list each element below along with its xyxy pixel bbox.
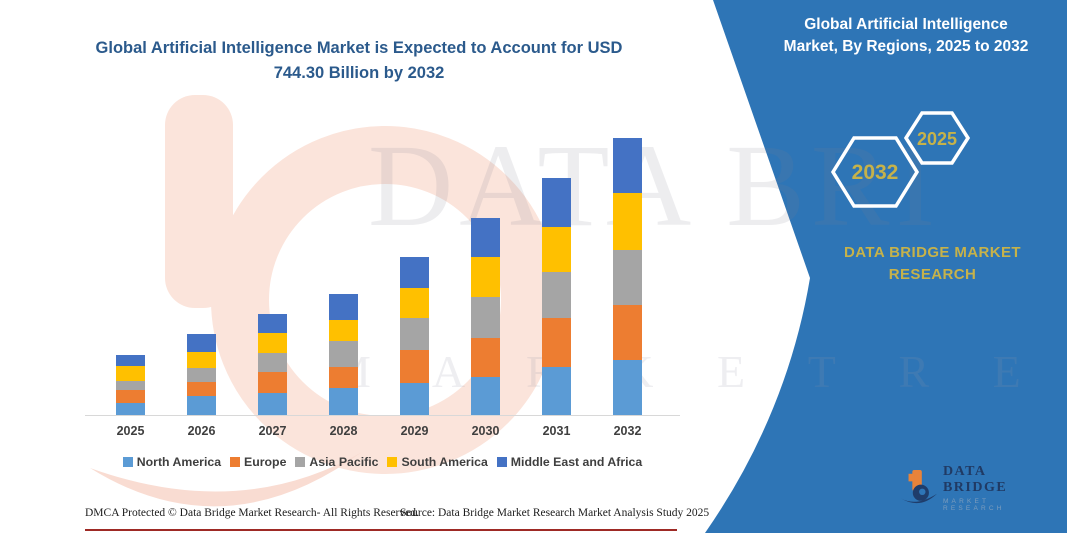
- bar-column-2027: [237, 314, 308, 415]
- bar-segment: [471, 296, 500, 339]
- bar-segment: [258, 333, 287, 354]
- bar-segment: [187, 381, 216, 396]
- chart-title-line2: 744.30 Billion by 2032: [273, 64, 445, 82]
- legend-item: North America: [122, 455, 222, 469]
- bar-segment: [187, 351, 216, 368]
- footer-rule: [85, 529, 677, 531]
- x-axis-label: 2032: [613, 424, 642, 438]
- bar-column-2025: [95, 355, 166, 415]
- bar-segment: [187, 334, 216, 352]
- x-axis-line: [85, 415, 680, 416]
- brand-text-line1: DATA BRIDGE MARKET: [844, 244, 1021, 261]
- stacked-bar-plot: [95, 120, 663, 415]
- bar-segment: [542, 226, 571, 272]
- legend-label: South America: [401, 455, 488, 469]
- bar-column-2026: [166, 334, 237, 415]
- bar-column-2032: [592, 137, 663, 415]
- legend-swatch: [295, 457, 306, 467]
- x-axis-labels: 2025 2026 2027 2028 2029 2030 2031 2032: [95, 424, 663, 438]
- panel-heading-line1: Global Artificial Intelligence: [804, 16, 1008, 33]
- bar-segment: [471, 217, 500, 257]
- source-note: Source: Data Bridge Market Research Mark…: [400, 507, 710, 519]
- x-axis-label: 2026: [187, 424, 216, 438]
- brand-text: DATA BRIDGE MARKET RESEARCH: [810, 242, 1055, 286]
- bar-segment: [329, 366, 358, 388]
- bar-segment: [471, 338, 500, 377]
- legend-swatch: [496, 457, 507, 467]
- bar-segment: [329, 387, 358, 415]
- bar-segment: [187, 367, 216, 382]
- bar-segment: [258, 393, 287, 415]
- legend-item: Europe: [230, 455, 286, 469]
- bar-segment: [400, 349, 429, 384]
- x-axis-label: 2029: [400, 424, 429, 438]
- legend-label: Europe: [244, 455, 287, 469]
- chart-legend: North America Europe Asia Pacific South Ame…: [85, 455, 680, 469]
- bar-segment: [116, 390, 145, 404]
- bar-segment: [613, 304, 642, 360]
- brand-text-line2: RESEARCH: [888, 266, 977, 283]
- bar-segment: [613, 249, 642, 305]
- bar-column-2030: [450, 217, 521, 415]
- dmca-notice: DMCA Protected © Data Bridge Market Rese…: [85, 507, 419, 519]
- legend-label: Asia Pacific: [309, 455, 379, 469]
- bar-segment: [116, 355, 145, 367]
- x-axis-label: 2025: [116, 424, 145, 438]
- legend-label: Middle East and Africa: [510, 455, 643, 469]
- legend-swatch: [230, 457, 241, 467]
- hexagon-2025-label: 2025: [917, 129, 957, 149]
- databridge-logo-icon: [900, 469, 937, 504]
- legend-swatch: [387, 457, 398, 467]
- bar-segment: [400, 256, 429, 289]
- bar-segment: [258, 372, 287, 393]
- x-axis-label: 2027: [258, 424, 287, 438]
- x-axis-label: 2030: [471, 424, 500, 438]
- bar-segment: [471, 376, 500, 415]
- logo-name: DATA BRIDGE: [942, 464, 1008, 495]
- bar-segment: [400, 288, 429, 319]
- panel-heading-line2: Market, By Regions, 2025 to 2032: [783, 38, 1029, 55]
- hexagon-2032-label: 2032: [852, 161, 899, 184]
- bar-column-2029: [379, 256, 450, 415]
- bar-segment: [400, 383, 429, 415]
- bar-segment: [116, 366, 145, 382]
- bar-segment: [542, 178, 571, 227]
- legend-item: Asia Pacific: [295, 455, 378, 469]
- bar-segment: [258, 314, 287, 334]
- bar-segment: [258, 353, 287, 373]
- x-axis-label: 2031: [542, 424, 571, 438]
- bar-segment: [613, 193, 642, 250]
- bar-segment: [542, 271, 571, 319]
- bar-segment: [471, 256, 500, 297]
- bar-segment: [329, 340, 358, 367]
- legend-label: North America: [136, 455, 222, 469]
- bar-segment: [542, 366, 571, 415]
- chart-title: Global Artificial Intelligence Market is…: [79, 36, 639, 86]
- legend-item: South America: [387, 455, 488, 469]
- bar-segment: [187, 396, 216, 415]
- bar-segment: [613, 137, 642, 194]
- bar-column-2028: [308, 293, 379, 415]
- panel-heading: Global Artificial Intelligence Market, B…: [752, 14, 1060, 58]
- bar-segment: [329, 293, 358, 320]
- x-axis-label: 2028: [329, 424, 358, 438]
- bar-segment: [542, 318, 571, 367]
- legend-swatch: [122, 457, 133, 467]
- bar-segment: [400, 318, 429, 350]
- hexagon-2032: [830, 136, 920, 208]
- bar-segment: [116, 403, 145, 415]
- chart-title-line1: Global Artificial Intelligence Market is…: [95, 39, 623, 57]
- logo-tagline: MARKET RESEARCH: [942, 498, 1005, 512]
- hexagon-2025: [903, 111, 971, 165]
- bar-segment: [116, 381, 145, 391]
- bar-segment: [613, 359, 642, 415]
- legend-item: Middle East and Africa: [496, 455, 643, 469]
- bar-segment: [329, 319, 358, 341]
- bar-column-2031: [521, 178, 592, 415]
- databridge-logo: DATA BRIDGE MARKET RESEARCH: [900, 464, 1050, 512]
